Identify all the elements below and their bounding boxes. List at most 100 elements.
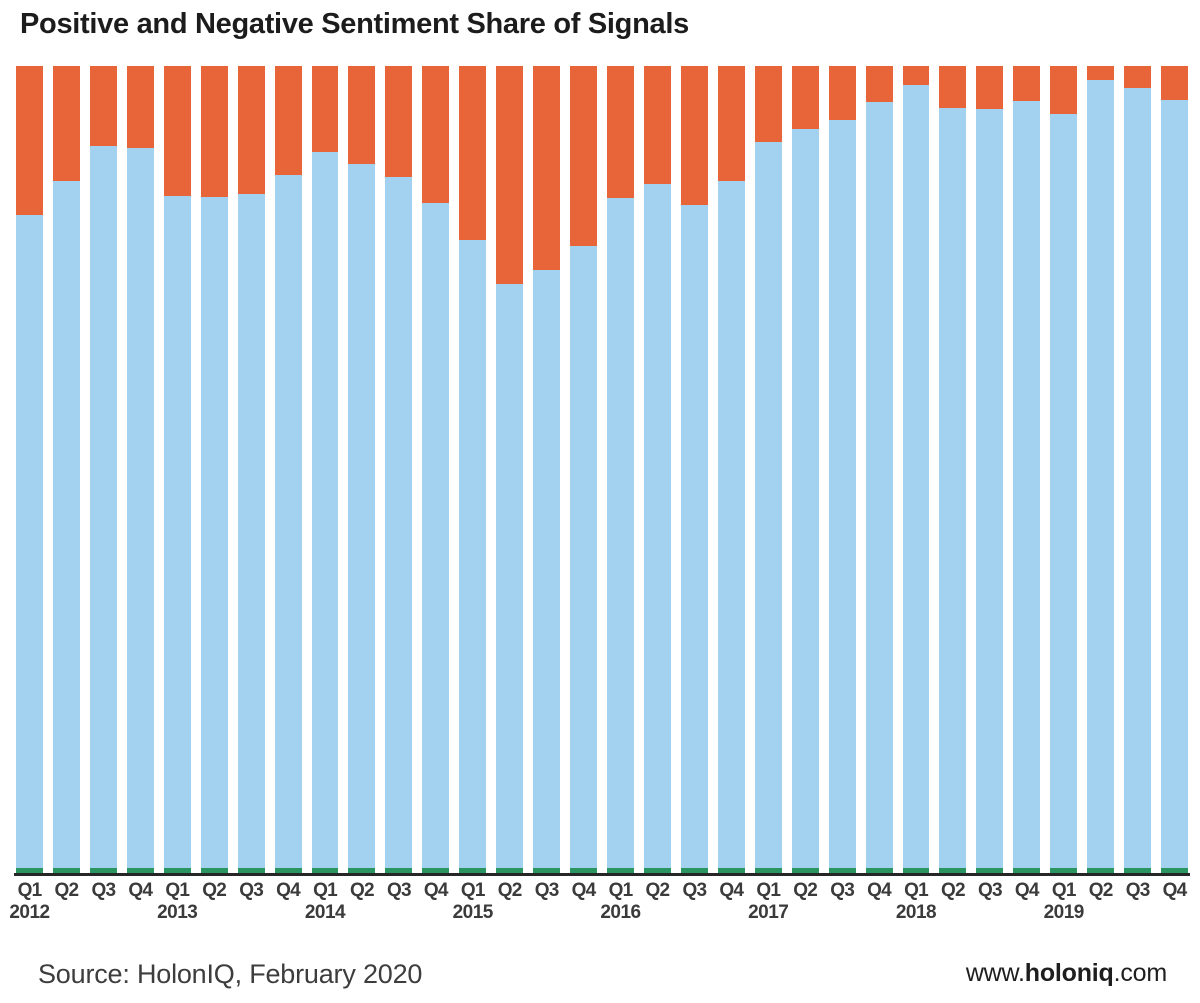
bar-q2-2016 xyxy=(643,66,671,873)
bar-q1-2015 xyxy=(459,66,487,873)
plot-area: Q1 2012 Q2 Q3 Q4 Q1 2013 Q2 Q3 Q4 Q1 2014 Q2 Q3 Q4 Q1 20… xyxy=(9,66,1190,923)
x-label-q1-2019: Q1 2019 xyxy=(1043,880,1085,923)
baseline-green-segment xyxy=(126,868,154,873)
positive-segment xyxy=(311,151,339,869)
x-label-q4-2012: Q4 xyxy=(128,880,153,901)
x-label-q2-2016: Q2 xyxy=(645,880,671,901)
bar-q1-2018 xyxy=(902,66,930,873)
negative-segment xyxy=(976,66,1004,109)
negative-segment xyxy=(200,66,228,197)
bar-q2-2017 xyxy=(791,66,819,873)
x-label-q3-2015: Q3 xyxy=(534,880,560,901)
positive-segment xyxy=(126,148,154,869)
x-label-q2-2013: Q2 xyxy=(202,880,227,901)
positive-segment xyxy=(163,195,191,869)
negative-segment xyxy=(902,66,930,86)
baseline-green-segment xyxy=(274,868,302,873)
baseline-green-segment xyxy=(828,868,856,873)
baseline-green-segment xyxy=(607,868,634,873)
negative-segment xyxy=(717,66,745,182)
baseline-green-segment xyxy=(570,868,597,873)
negative-segment xyxy=(274,66,302,175)
x-label-q1-2018: Q1 2018 xyxy=(895,880,937,923)
baseline-green-segment xyxy=(311,868,339,873)
baseline-green-segment xyxy=(200,868,228,873)
positive-segment xyxy=(939,107,967,869)
x-label-q2-2012: Q2 xyxy=(54,880,80,901)
bar-q4-2016 xyxy=(717,66,745,873)
positive-segment xyxy=(459,240,487,869)
baseline-green-segment xyxy=(976,868,1004,873)
bar-q3-2015 xyxy=(533,66,561,873)
bars-container xyxy=(16,66,1188,873)
positive-segment xyxy=(828,120,856,869)
bar-q4-2017 xyxy=(865,66,893,873)
x-label-q4-2016: Q4 xyxy=(719,880,744,901)
x-label-q2-2017: Q2 xyxy=(793,880,818,901)
baseline-green-segment xyxy=(1050,868,1078,873)
bar-q2-2015 xyxy=(496,66,524,873)
negative-segment xyxy=(89,66,117,146)
x-label-q3-2018: Q3 xyxy=(977,880,1003,901)
bar-q3-2017 xyxy=(828,66,856,873)
x-label-q2-2014: Q2 xyxy=(350,880,375,901)
bar-q4-2014 xyxy=(422,66,450,873)
positive-segment xyxy=(1087,79,1115,869)
negative-segment xyxy=(1087,66,1115,80)
negative-segment xyxy=(533,66,561,271)
positive-segment xyxy=(16,215,43,869)
x-label-q1-2017: Q1 2017 xyxy=(748,880,789,923)
x-label-q3-2017: Q3 xyxy=(830,880,855,901)
baseline-green-segment xyxy=(422,868,450,873)
bar-q2-2014 xyxy=(348,66,376,873)
bar-q4-2018 xyxy=(1013,66,1041,873)
bar-q4-2015 xyxy=(570,66,597,873)
baseline-green-segment xyxy=(939,868,967,873)
positive-segment xyxy=(385,176,413,869)
bar-q1-2013 xyxy=(163,66,191,873)
baseline-green-segment xyxy=(16,868,43,873)
negative-segment xyxy=(570,66,597,246)
baseline-green-segment xyxy=(459,868,487,873)
chart-title: Positive and Negative Sentiment Share of… xyxy=(20,8,689,40)
bar-q2-2013 xyxy=(200,66,228,873)
url-prefix: www. xyxy=(965,959,1025,987)
year-label-2017: 2017 xyxy=(748,902,789,923)
x-label-q4-2014: Q4 xyxy=(423,880,449,901)
bar-q2-2018 xyxy=(939,66,967,873)
positive-segment xyxy=(237,194,265,869)
bar-q1-2012 xyxy=(16,66,43,873)
negative-segment xyxy=(1124,66,1152,88)
bar-q3-2014 xyxy=(385,66,413,873)
negative-segment xyxy=(680,66,708,205)
baseline-green-segment xyxy=(902,868,930,873)
url-brand: holoniq xyxy=(1024,959,1114,987)
negative-segment xyxy=(16,66,43,216)
bar-q2-2019 xyxy=(1087,66,1115,873)
bar-q3-2012 xyxy=(89,66,117,873)
x-label-q2-2018: Q2 xyxy=(941,880,966,901)
baseline-green-segment xyxy=(643,868,671,873)
baseline-green-segment xyxy=(1124,868,1152,873)
baseline-green-segment xyxy=(237,868,265,873)
negative-segment xyxy=(1161,66,1188,100)
bar-q2-2012 xyxy=(52,66,80,873)
positive-segment xyxy=(754,141,782,869)
x-label-q1-2016: Q1 2016 xyxy=(600,880,641,923)
baseline-green-segment xyxy=(1161,868,1188,873)
baseline-green-segment xyxy=(754,868,782,873)
positive-segment xyxy=(348,164,376,869)
x-label-q4-2017: Q4 xyxy=(867,880,892,901)
positive-segment xyxy=(533,270,561,869)
negative-segment xyxy=(607,66,634,199)
negative-segment xyxy=(311,66,339,152)
positive-segment xyxy=(1013,100,1041,869)
negative-segment xyxy=(385,66,413,177)
url-suffix: .com xyxy=(1113,959,1168,987)
bar-q4-2012 xyxy=(126,66,154,873)
x-label-q3-2019: Q3 xyxy=(1125,880,1151,901)
year-label-2019: 2019 xyxy=(1043,902,1085,923)
x-label-q3-2014: Q3 xyxy=(386,880,412,901)
positive-segment xyxy=(791,128,819,869)
